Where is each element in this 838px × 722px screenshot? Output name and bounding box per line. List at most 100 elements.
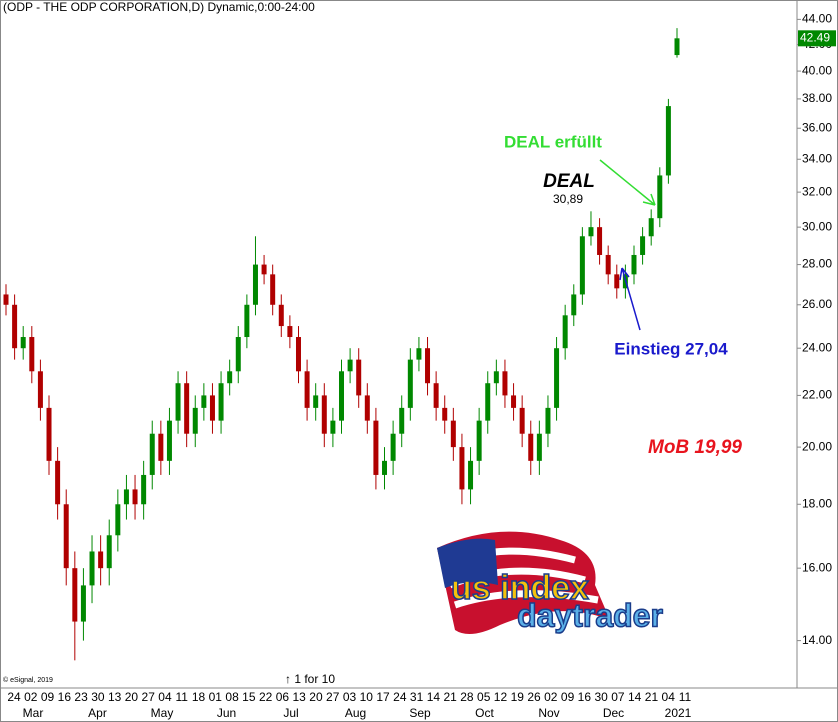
y-tick-label: 40.00: [802, 63, 832, 77]
candle-body: [132, 489, 138, 505]
candle-body: [244, 304, 250, 338]
x-day-label: 06: [276, 690, 290, 704]
candle-body: [571, 294, 577, 316]
candle-body: [270, 274, 276, 305]
x-day-label: 21: [645, 690, 659, 704]
x-day-label: 18: [192, 690, 206, 704]
y-tick-label: 20.00: [802, 439, 832, 453]
candle-body: [12, 304, 18, 349]
candle-body: [579, 236, 585, 295]
x-month-label: 2021: [665, 706, 692, 720]
candle-body: [166, 420, 172, 461]
candle-body: [192, 407, 198, 434]
candle-body: [485, 383, 491, 421]
x-day-label: 30: [91, 690, 105, 704]
candle-body: [287, 326, 293, 338]
candle-body: [631, 254, 637, 275]
candle-body: [536, 433, 542, 461]
x-day-label: 11: [679, 690, 692, 704]
candle-body: [407, 359, 413, 408]
x-day-label: 27: [142, 690, 156, 704]
candle-body: [37, 371, 43, 408]
x-day-label: 05: [477, 690, 491, 704]
candle-body: [20, 337, 26, 349]
candle-body: [235, 337, 241, 372]
x-day-label: 28: [460, 690, 474, 704]
candle-body: [493, 371, 499, 384]
candle-body: [356, 359, 362, 396]
x-month-label: Oct: [475, 706, 494, 720]
candle-body: [382, 460, 388, 475]
x-day-label: 17: [376, 690, 390, 704]
candle-body: [597, 227, 603, 255]
y-tick-label: 44.00: [802, 12, 832, 26]
annotation: MoB 19,99: [648, 437, 742, 458]
candle-body: [55, 460, 61, 505]
x-month-label: May: [151, 706, 174, 720]
flag-canton: [437, 538, 498, 588]
candle-body: [545, 407, 551, 434]
y-tick-label: 28.00: [802, 257, 832, 271]
copyright: © eSignal, 2019: [3, 676, 53, 684]
candle-body: [674, 38, 680, 56]
logo-text: us index: [451, 569, 589, 607]
candle-body: [80, 585, 86, 622]
y-tick-label: 18.00: [802, 496, 832, 510]
candle-body: [89, 551, 95, 586]
x-day-label: 09: [561, 690, 575, 704]
candle-body: [347, 359, 353, 372]
x-day-label: 15: [242, 690, 256, 704]
candle-body: [209, 395, 215, 421]
candle-body: [149, 433, 155, 475]
x-day-label: 19: [511, 690, 525, 704]
chart-title: (ODP - THE ODP CORPORATION,D) Dynamic,0:…: [3, 0, 315, 14]
candle-body: [416, 348, 422, 360]
x-day-label: 27: [326, 690, 340, 704]
x-day-label: 26: [527, 690, 541, 704]
candle-body: [218, 383, 224, 421]
x-month-label: Jun: [217, 706, 236, 720]
candle-body: [321, 395, 327, 434]
x-day-label: 08: [225, 690, 239, 704]
last-price-label: 42.49: [800, 30, 830, 44]
x-day-label: 21: [443, 690, 457, 704]
candle-body: [511, 395, 517, 408]
y-tick-label: 16.00: [802, 560, 832, 574]
x-day-label: 16: [58, 690, 72, 704]
x-day-label: 31: [410, 690, 424, 704]
candle-body: [252, 264, 258, 305]
x-day-label: 11: [176, 690, 189, 704]
candle-body: [184, 383, 190, 434]
candle-body: [158, 433, 164, 461]
candle-body: [46, 407, 52, 461]
candle-body: [588, 227, 594, 237]
x-day-label: 22: [259, 690, 273, 704]
x-day-label: 01: [209, 690, 223, 704]
candle-body: [657, 175, 663, 219]
y-tick-label: 26.00: [802, 297, 832, 311]
candle-body: [640, 236, 646, 255]
x-day-label: 23: [74, 690, 88, 704]
candle-body: [450, 420, 456, 448]
annotation: DEAL: [543, 171, 595, 192]
candle-body: [373, 420, 379, 475]
x-day-label: 03: [343, 690, 357, 704]
candle-body: [339, 371, 344, 421]
y-tick-label: 22.00: [802, 388, 832, 402]
x-month-label: Nov: [538, 706, 559, 720]
candle-body: [528, 433, 534, 461]
x-day-label: 24: [393, 690, 407, 704]
candle-body: [390, 433, 396, 461]
x-day-label: 14: [628, 690, 642, 704]
x-day-label: 07: [611, 690, 625, 704]
candle-body: [141, 474, 147, 505]
candle-body: [614, 274, 620, 289]
candle-body: [442, 407, 448, 421]
candle-body: [554, 348, 560, 408]
x-day-label: 24: [7, 690, 21, 704]
candle-body: [261, 264, 267, 275]
candle-body: [29, 337, 35, 372]
candle-body: [468, 460, 474, 490]
annotation: ↑ 1 for 10: [285, 672, 335, 686]
